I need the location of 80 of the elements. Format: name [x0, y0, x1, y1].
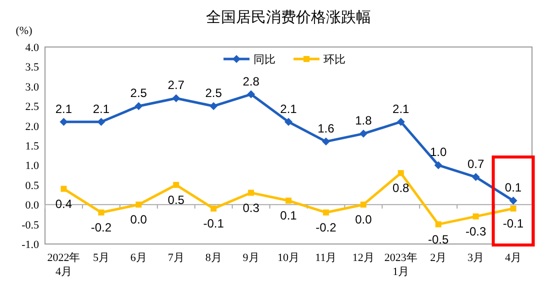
y-tick-label: 2.5 [25, 101, 40, 114]
x-tick-label: 5月 [92, 252, 110, 264]
data-label: 2.8 [242, 74, 260, 88]
x-tick-label: 6月 [130, 252, 147, 264]
point [509, 196, 518, 205]
y-tick-label: -0.5 [22, 219, 40, 232]
data-label: 0.1 [504, 180, 522, 195]
point [60, 186, 67, 192]
point [472, 213, 479, 220]
point [360, 202, 366, 208]
data-label: 0.0 [355, 212, 372, 227]
data-label: -0.1 [203, 216, 224, 231]
y-tick-label: 1.5 [25, 140, 40, 152]
data-label: 0.0 [130, 212, 148, 227]
y-tick-label: 3.0 [25, 81, 40, 94]
x-tick-label: 8月 [205, 252, 222, 264]
data-label: 2.1 [55, 102, 72, 116]
point [284, 118, 292, 126]
data-label: -0.5 [428, 232, 450, 246]
point [322, 209, 329, 216]
data-label: 0.7 [467, 157, 484, 172]
data-label: 0.3 [242, 200, 260, 215]
y-tick-label: 2.0 [25, 120, 40, 133]
point [322, 138, 330, 146]
y-tick-label: 3.5 [25, 62, 40, 74]
y-axis-title: (%) [16, 25, 33, 37]
x-tick-label: 2023年 1月 [384, 252, 418, 278]
x-tick-label: 3月 [468, 252, 484, 264]
legend-label: 同比 [254, 53, 276, 66]
point [136, 202, 142, 208]
x-tick-label: 2022年 4月 [47, 252, 80, 278]
point [359, 130, 368, 138]
x-tick-label: 11月 [315, 252, 337, 264]
data-label: 2.1 [392, 102, 410, 116]
data-label: 0.8 [392, 181, 410, 196]
data-label: 0.4 [55, 196, 72, 211]
data-label: -0.3 [465, 224, 486, 238]
data-label: 2.1 [280, 102, 298, 116]
point [248, 190, 254, 196]
point [210, 102, 218, 110]
data-label: 0.5 [168, 192, 185, 207]
data-label: -0.2 [90, 220, 112, 234]
data-label: 2.7 [168, 78, 185, 92]
point [172, 94, 180, 102]
point [510, 206, 516, 212]
point [472, 173, 480, 182]
x-tick-label: 12月 [352, 252, 374, 264]
x-tick-label: 10月 [278, 252, 300, 264]
point [434, 161, 442, 170]
data-label: 1.6 [318, 122, 335, 136]
point [210, 206, 217, 212]
x-tick-label: 4月 [505, 252, 522, 264]
data-label: 0.1 [280, 208, 298, 223]
data-label: 1.0 [430, 145, 448, 160]
data-label: 1.8 [355, 114, 372, 128]
data-label: -0.1 [502, 216, 524, 231]
y-tick-label: 4.0 [25, 42, 40, 54]
point [396, 118, 405, 126]
y-tick-label: 0.5 [25, 180, 40, 192]
point [286, 198, 292, 204]
y-tick-label: 0.0 [25, 200, 40, 212]
point [134, 102, 143, 110]
point [173, 182, 180, 188]
x-tick-label: 2月 [430, 252, 447, 264]
point [97, 118, 106, 126]
data-label: -0.2 [316, 220, 337, 234]
point [398, 170, 404, 176]
point [60, 118, 68, 126]
point [435, 221, 442, 228]
point [247, 90, 256, 98]
chart-title: 全国居民消费价格涨跌幅 [206, 9, 371, 26]
x-tick-label: 9月 [242, 252, 260, 264]
point [98, 209, 104, 216]
data-label: 2.1 [92, 102, 110, 116]
data-label: 2.5 [130, 86, 148, 100]
legend-label: 环比 [324, 53, 346, 66]
x-tick-label: 7月 [168, 252, 184, 264]
data-label: 2.5 [205, 86, 222, 100]
y-tick-label: 1.0 [25, 160, 40, 172]
y-tick-label: -1.0 [22, 239, 40, 251]
